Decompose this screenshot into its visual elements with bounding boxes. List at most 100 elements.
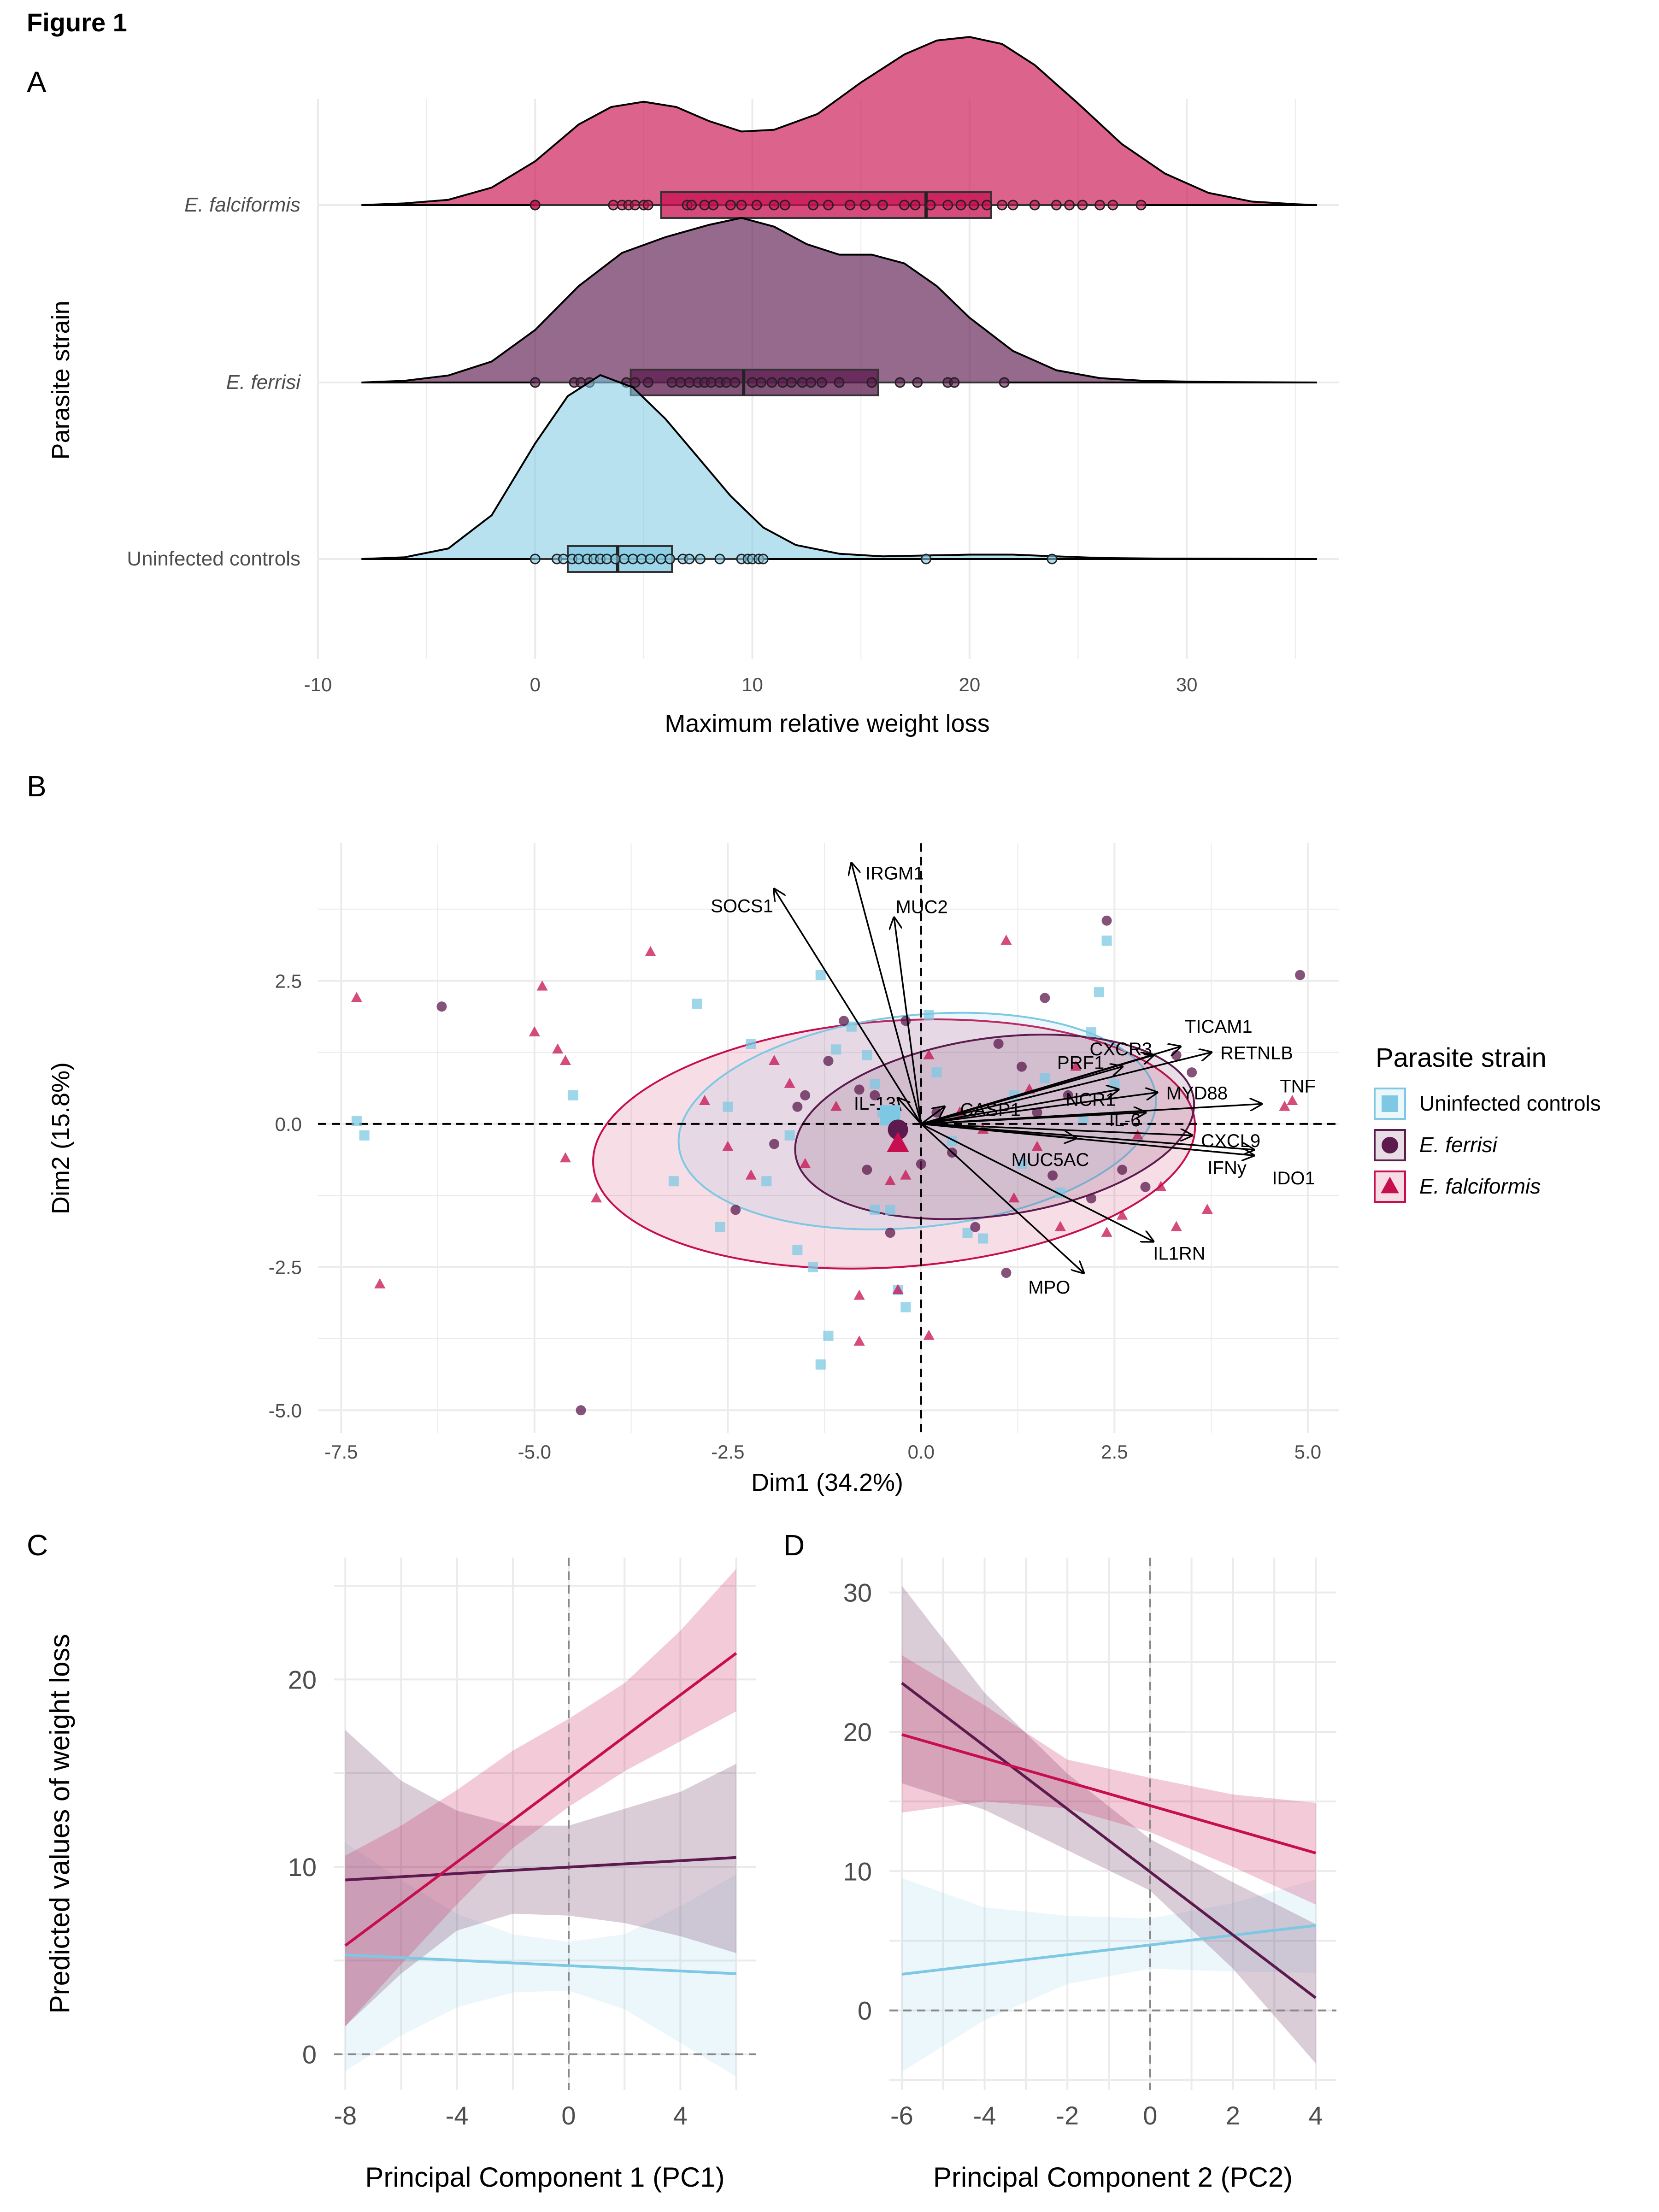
pca-point [559, 1152, 571, 1163]
pca-point [1008, 1192, 1020, 1203]
data-point [816, 377, 827, 388]
data-point [529, 200, 541, 211]
legend-parasite-strain: Parasite strain Uninfected controls E. fer… [1374, 1043, 1601, 1203]
data-point [942, 200, 953, 211]
loading-label: MYD88 [1166, 1083, 1228, 1104]
panel-label-d: D [783, 1529, 805, 1562]
pca-point [722, 1141, 734, 1151]
x-axis-title: Principal Component 2 (PC2) [933, 2162, 1293, 2193]
pca-point [792, 1245, 803, 1255]
pca-point [730, 1205, 741, 1215]
regression-line [345, 1856, 736, 1882]
legend-key [1374, 1129, 1406, 1161]
pca-point [1117, 1209, 1128, 1220]
loading-arrow [920, 1123, 1083, 1273]
pca-point [1086, 1193, 1097, 1204]
pca-point [374, 1278, 386, 1288]
loading-label: PRF1 [1057, 1053, 1104, 1073]
x-tick-label: 5.0 [1294, 1441, 1321, 1463]
pca-point [923, 1049, 935, 1059]
data-point [629, 200, 641, 211]
confidence-band [345, 1730, 736, 2026]
pca-point [1132, 1129, 1143, 1140]
x-tick-label: 0 [1143, 2101, 1157, 2130]
data-point [755, 377, 766, 388]
pca-point [870, 1090, 880, 1100]
data-point [921, 553, 932, 565]
legend-marker [1382, 1137, 1398, 1153]
legend-label: E. falciformis [1419, 1174, 1541, 1198]
data-point [949, 377, 960, 388]
pca-point [1279, 1100, 1290, 1111]
pca-point [1295, 970, 1306, 980]
regression-line [901, 1924, 1316, 1976]
loading-label: IFNy [1207, 1158, 1246, 1178]
data-point [758, 553, 769, 565]
pca-point [853, 1335, 865, 1346]
data-point [860, 200, 871, 211]
loading-label: RETNLB [1220, 1043, 1293, 1064]
x-tick-label: -7.5 [324, 1441, 358, 1463]
loading-arrow [921, 1089, 1118, 1125]
panel-c: C -8 -4 0 4 0 10 20 Principal Component 1 (PC1) P… [27, 1529, 756, 2193]
data-point [866, 377, 877, 388]
pca-point [769, 1139, 780, 1149]
y-tick-label: 2.5 [275, 970, 302, 992]
x-tick-label: -6 [890, 2101, 913, 2130]
loading-label: IRGM1 [865, 863, 924, 883]
data-point [686, 200, 697, 211]
data-point [823, 200, 834, 211]
pca-point [815, 1359, 826, 1370]
data-point [925, 200, 936, 211]
pca-point [723, 1101, 733, 1112]
data-point [610, 553, 621, 565]
y-tick-label: -2.5 [269, 1257, 302, 1278]
data-point [729, 377, 741, 388]
data-point [808, 200, 819, 211]
pca-point [1070, 1060, 1082, 1071]
data-point [601, 553, 612, 565]
pca-point [862, 1165, 872, 1175]
loading-arrow [921, 1104, 1261, 1125]
data-point [834, 377, 845, 388]
data-point [912, 377, 923, 388]
pca-point [590, 1192, 602, 1203]
data-point [558, 553, 569, 565]
loading-label: IDO1 [1272, 1168, 1315, 1188]
data-point [747, 377, 758, 388]
data-point [1029, 200, 1040, 211]
pca-point [900, 1169, 912, 1180]
pca-point [1001, 1268, 1012, 1278]
pca-point [1117, 1165, 1128, 1175]
regression-line [901, 1682, 1317, 1999]
x-tick-label: -10 [304, 674, 332, 695]
x-tick-label: 10 [741, 674, 763, 695]
category-label: Uninfected controls [127, 547, 300, 570]
data-point [877, 200, 888, 211]
data-point [736, 200, 747, 211]
legend-title: Parasite strain [1376, 1043, 1547, 1073]
y-tick-label: 0 [858, 1996, 872, 2025]
pca-point [1017, 1061, 1027, 1072]
pca-point [815, 970, 826, 980]
pca-point [884, 1175, 896, 1186]
data-point [684, 377, 695, 388]
data-point [806, 377, 817, 388]
loading-arrow [921, 1093, 1157, 1125]
data-point [910, 200, 921, 211]
pca-point [1187, 1067, 1197, 1078]
pca-point [830, 1100, 842, 1111]
x-tick-label: -5.0 [518, 1441, 551, 1463]
data-point [955, 200, 966, 211]
x-tick-label: 0 [561, 2101, 576, 2130]
data-point [899, 200, 910, 211]
pca-point [1086, 1027, 1097, 1038]
pca-point [699, 1095, 711, 1106]
pca-point [1109, 1078, 1120, 1089]
data-point [997, 200, 1008, 211]
pca-point [1101, 915, 1112, 926]
pca-point [1040, 1073, 1050, 1083]
pca-point [436, 1001, 447, 1012]
legend-marker [1382, 1095, 1398, 1112]
loading-label: MPO [1028, 1277, 1070, 1298]
